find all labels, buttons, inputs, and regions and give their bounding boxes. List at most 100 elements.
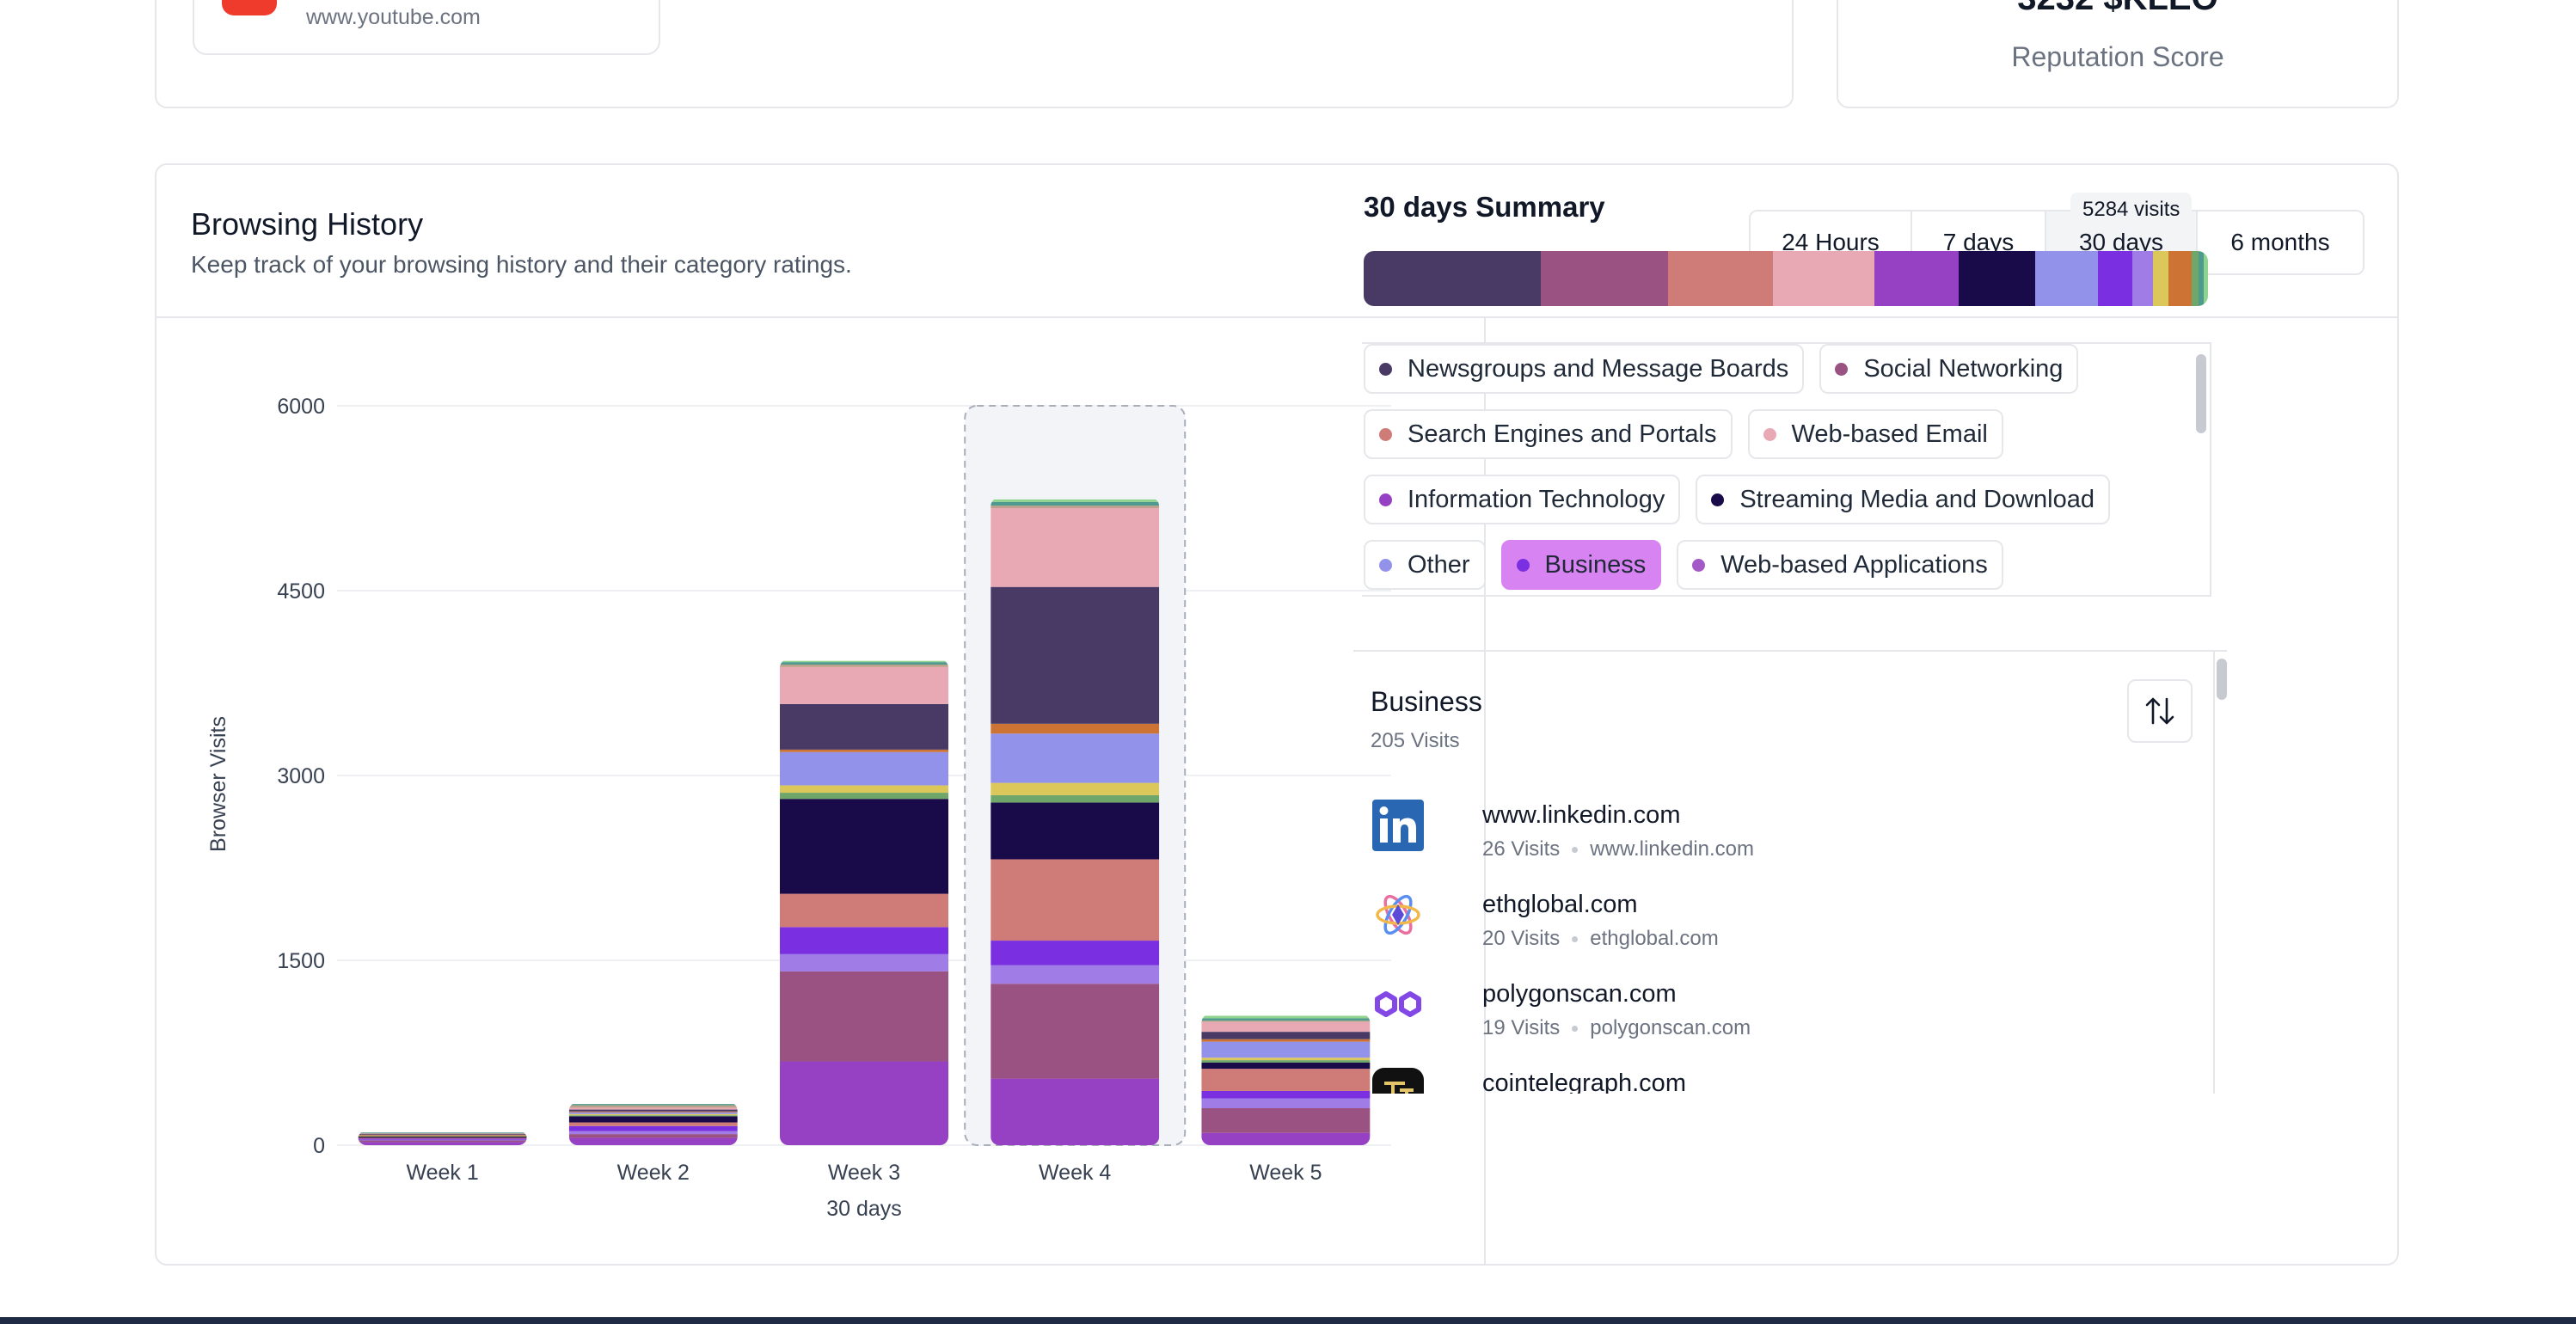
site-row[interactable]: www.linkedin.com 26 Visits www.linkedin.c… xyxy=(1371,796,2196,882)
summary-visits-badge: 5284 visits xyxy=(2070,193,2193,227)
bar-stack[interactable] xyxy=(568,1104,738,1145)
summary-bar-segment[interactable] xyxy=(2153,251,2168,306)
legend-chip[interactable]: Business xyxy=(1500,540,1662,590)
bar-segment xyxy=(1201,1060,1371,1063)
bar-stack[interactable] xyxy=(358,1132,527,1145)
summary-bar-segment[interactable] xyxy=(2199,251,2205,306)
legend-label: Newsgroups and Message Boards xyxy=(1408,354,1789,383)
ethglobal-icon xyxy=(1376,894,1420,935)
summary-bar-segment[interactable] xyxy=(1773,251,1875,306)
tab-6-months[interactable]: 6 months xyxy=(2198,211,2363,273)
window-bottom-edge xyxy=(0,1317,2576,1324)
separator-dot xyxy=(1572,1026,1579,1033)
bar-segment xyxy=(780,660,948,663)
bar-segment xyxy=(991,782,1160,795)
summary-bar-segment[interactable] xyxy=(1959,251,2035,306)
site-meta: 20 Visits ethglobal.com xyxy=(1482,927,1719,951)
summary-category-bar xyxy=(1364,251,2208,306)
legend-scroll-thumb[interactable] xyxy=(2196,354,2206,433)
y-tick-label: 0 xyxy=(313,1134,325,1158)
site-row[interactable]: cointelegraph.com xyxy=(1371,1064,2196,1094)
bar-segment xyxy=(568,1113,738,1116)
bar-stack[interactable] xyxy=(780,660,948,1145)
bar-segment xyxy=(780,1061,948,1145)
detail-scrollbar[interactable] xyxy=(2213,652,2227,1094)
bar-segment xyxy=(1201,1032,1371,1039)
legend-chip[interactable]: Streaming Media and Download xyxy=(1696,475,2111,524)
legend-chip[interactable]: Other xyxy=(1364,540,1486,590)
bar-segment xyxy=(568,1134,738,1138)
legend-scrollbar[interactable] xyxy=(2191,344,2210,595)
bar-segment xyxy=(780,751,948,786)
legend-chip[interactable]: Information Technology xyxy=(1364,475,1681,524)
summary-bar-segment[interactable] xyxy=(1667,251,1774,306)
bar-segment xyxy=(358,1134,527,1136)
site-name: polygonscan.com xyxy=(1482,980,1677,1008)
bar-segment xyxy=(991,586,1160,724)
legend-chip[interactable]: Social Networking xyxy=(1819,344,2079,394)
bar-segment xyxy=(358,1133,527,1135)
summary-bar-segment[interactable] xyxy=(2098,251,2132,306)
summary-bar-segment[interactable] xyxy=(2192,251,2199,306)
site-meta: 19 Visits polygonscan.com xyxy=(1482,1016,1751,1040)
bar-segment xyxy=(780,666,948,704)
bar-segment xyxy=(991,733,1160,783)
bar-segment xyxy=(780,793,948,800)
site-domain: ethglobal.com xyxy=(1590,927,1719,950)
summary-bar-segment[interactable] xyxy=(2131,251,2154,306)
y-tick-label: 6000 xyxy=(277,395,325,419)
legend-chip[interactable]: Web-based Applications xyxy=(1677,540,2003,590)
site-name: ethglobal.com xyxy=(1482,891,1638,918)
summary-bar-segment[interactable] xyxy=(1364,251,1542,306)
sort-button[interactable] xyxy=(2127,679,2193,743)
bar-segment xyxy=(568,1131,738,1135)
legend-chip[interactable]: Web-based Email xyxy=(1747,409,2003,459)
legend-color-dot xyxy=(1379,493,1392,506)
bar-segment xyxy=(568,1137,738,1145)
site-row[interactable]: polygonscan.com 19 Visits polygonscan.com xyxy=(1371,975,2196,1061)
site-domain: www.linkedin.com xyxy=(1590,837,1755,861)
section-title: Browsing History xyxy=(191,206,424,242)
site-row[interactable]: ethglobal.com 20 Visits ethglobal.com xyxy=(1371,886,2196,972)
bar-stack[interactable] xyxy=(991,499,1160,1145)
bar-segment xyxy=(991,499,1160,502)
youtube-icon xyxy=(222,0,277,15)
bar-segment xyxy=(780,893,948,928)
site-chip[interactable]: www.youtube.com xyxy=(193,0,660,55)
bar-segment xyxy=(780,953,948,972)
polygonscan-icon xyxy=(1375,991,1421,1017)
bar-segment xyxy=(1201,1090,1371,1099)
x-tick-label: Week 2 xyxy=(617,1161,690,1185)
site-url: www.youtube.com xyxy=(306,5,481,29)
bar-segment xyxy=(991,501,1160,506)
summary-title: 30 days Summary xyxy=(1364,191,1605,223)
summary-bar-segment[interactable] xyxy=(1874,251,1960,306)
summary-bar-segment[interactable] xyxy=(2034,251,2099,306)
bar-segment xyxy=(568,1122,738,1126)
bar-stack[interactable] xyxy=(1201,1015,1371,1146)
summary-bar-segment[interactable] xyxy=(1541,251,1668,306)
bar-segment xyxy=(991,507,1160,587)
legend-label: Streaming Media and Download xyxy=(1739,485,2095,513)
bar-segment xyxy=(780,749,948,752)
bar-segment xyxy=(568,1105,738,1108)
legend-label: Web-based Email xyxy=(1791,420,1988,448)
detail-scroll-thumb[interactable] xyxy=(2217,659,2227,700)
legend-label: Search Engines and Portals xyxy=(1408,420,1717,448)
legend-color-dot xyxy=(1835,362,1849,376)
bar-segment xyxy=(568,1104,738,1106)
bar-segment xyxy=(358,1136,527,1138)
section-subtitle: Keep track of your browsing history and … xyxy=(191,251,852,278)
y-tick-label: 3000 xyxy=(277,764,325,788)
bar-segment xyxy=(568,1109,738,1112)
summary-bar-segment[interactable] xyxy=(2168,251,2193,306)
legend-chip[interactable]: Search Engines and Portals xyxy=(1364,409,1733,459)
bar-segment xyxy=(1201,1108,1371,1133)
site-visits: 26 Visits xyxy=(1482,837,1561,861)
legend-chip[interactable]: Newsgroups and Message Boards xyxy=(1364,344,1805,394)
summary-bar-segment[interactable] xyxy=(2204,251,2208,306)
bar-segment xyxy=(1201,1132,1371,1145)
bar-segment xyxy=(358,1139,527,1141)
bar-segment xyxy=(780,665,948,667)
header-divider xyxy=(156,316,2397,318)
